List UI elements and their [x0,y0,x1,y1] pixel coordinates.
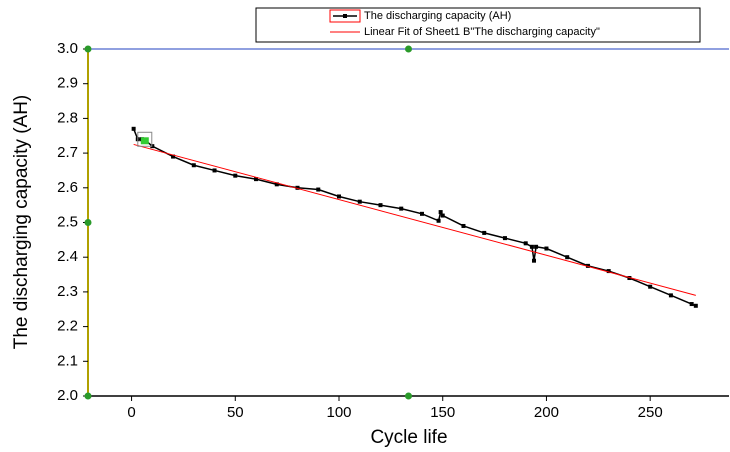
selection-handle [84,219,92,226]
y-tick-label: 2.1 [57,352,78,369]
data-point [419,211,424,216]
x-tick-label: 100 [326,404,351,421]
data-point [482,230,487,235]
data-point [544,246,549,251]
y-tick-label: 2.2 [57,318,78,335]
y-tick-label: 3.0 [57,40,78,57]
y-tick-label: 2.4 [57,248,78,265]
x-tick-label: 200 [534,404,559,421]
legend-swatch-frame [329,9,361,23]
x-tick-label: 250 [638,404,663,421]
data-point [295,185,300,190]
data-point [274,182,279,187]
data-point [534,244,539,249]
legend-label: Linear Fit of Sheet1 B"The discharging c… [364,26,600,38]
data-point [529,244,534,249]
x-axis-title: Cycle life [370,427,447,448]
data-point [693,303,698,308]
y-tick-label: 2.8 [57,109,78,126]
data-point [532,258,537,263]
x-tick-label: 0 [127,404,135,421]
lock-frame [137,131,153,147]
selection-handle [405,392,412,400]
data-point [461,223,466,228]
y-tick-label: 2.7 [57,144,78,161]
y-tick-label: 2.9 [57,75,78,92]
y-tick-label: 2.5 [57,213,78,230]
selection-handle [84,392,92,400]
data-point [399,206,404,211]
y-tick-label: 2.0 [57,387,78,404]
data-point [316,187,321,192]
data-point [150,144,155,149]
data-point [689,302,694,307]
data-point [606,269,611,274]
legend-marker [343,14,347,18]
data-point [565,255,570,260]
data-point [337,194,342,199]
x-tick-label: 150 [430,404,455,421]
data-point [171,154,176,159]
data-point [378,203,383,208]
y-tick-label: 2.3 [57,283,78,300]
data-point [502,236,507,241]
data-point [131,126,136,131]
data-point [523,241,528,246]
y-axis-title: The discharging capacity (AH) [11,95,32,350]
data-point [254,177,259,182]
data-point [191,163,196,168]
legend-label: The discharging capacity (AH) [364,10,511,22]
data-point [648,284,653,289]
data-point [440,213,445,218]
series-line [133,143,696,296]
data-point [668,293,673,298]
y-tick-label: 2.6 [57,179,78,196]
data-point [436,218,441,223]
data-point [357,199,362,204]
x-tick-label: 50 [227,404,244,421]
series-line [132,128,697,307]
data-point [585,263,590,268]
selection-handle [405,45,412,53]
data-point [212,168,217,173]
data-point [438,210,443,215]
lock-icon [140,137,149,145]
selection-handle [84,45,92,53]
data-point [233,173,238,178]
